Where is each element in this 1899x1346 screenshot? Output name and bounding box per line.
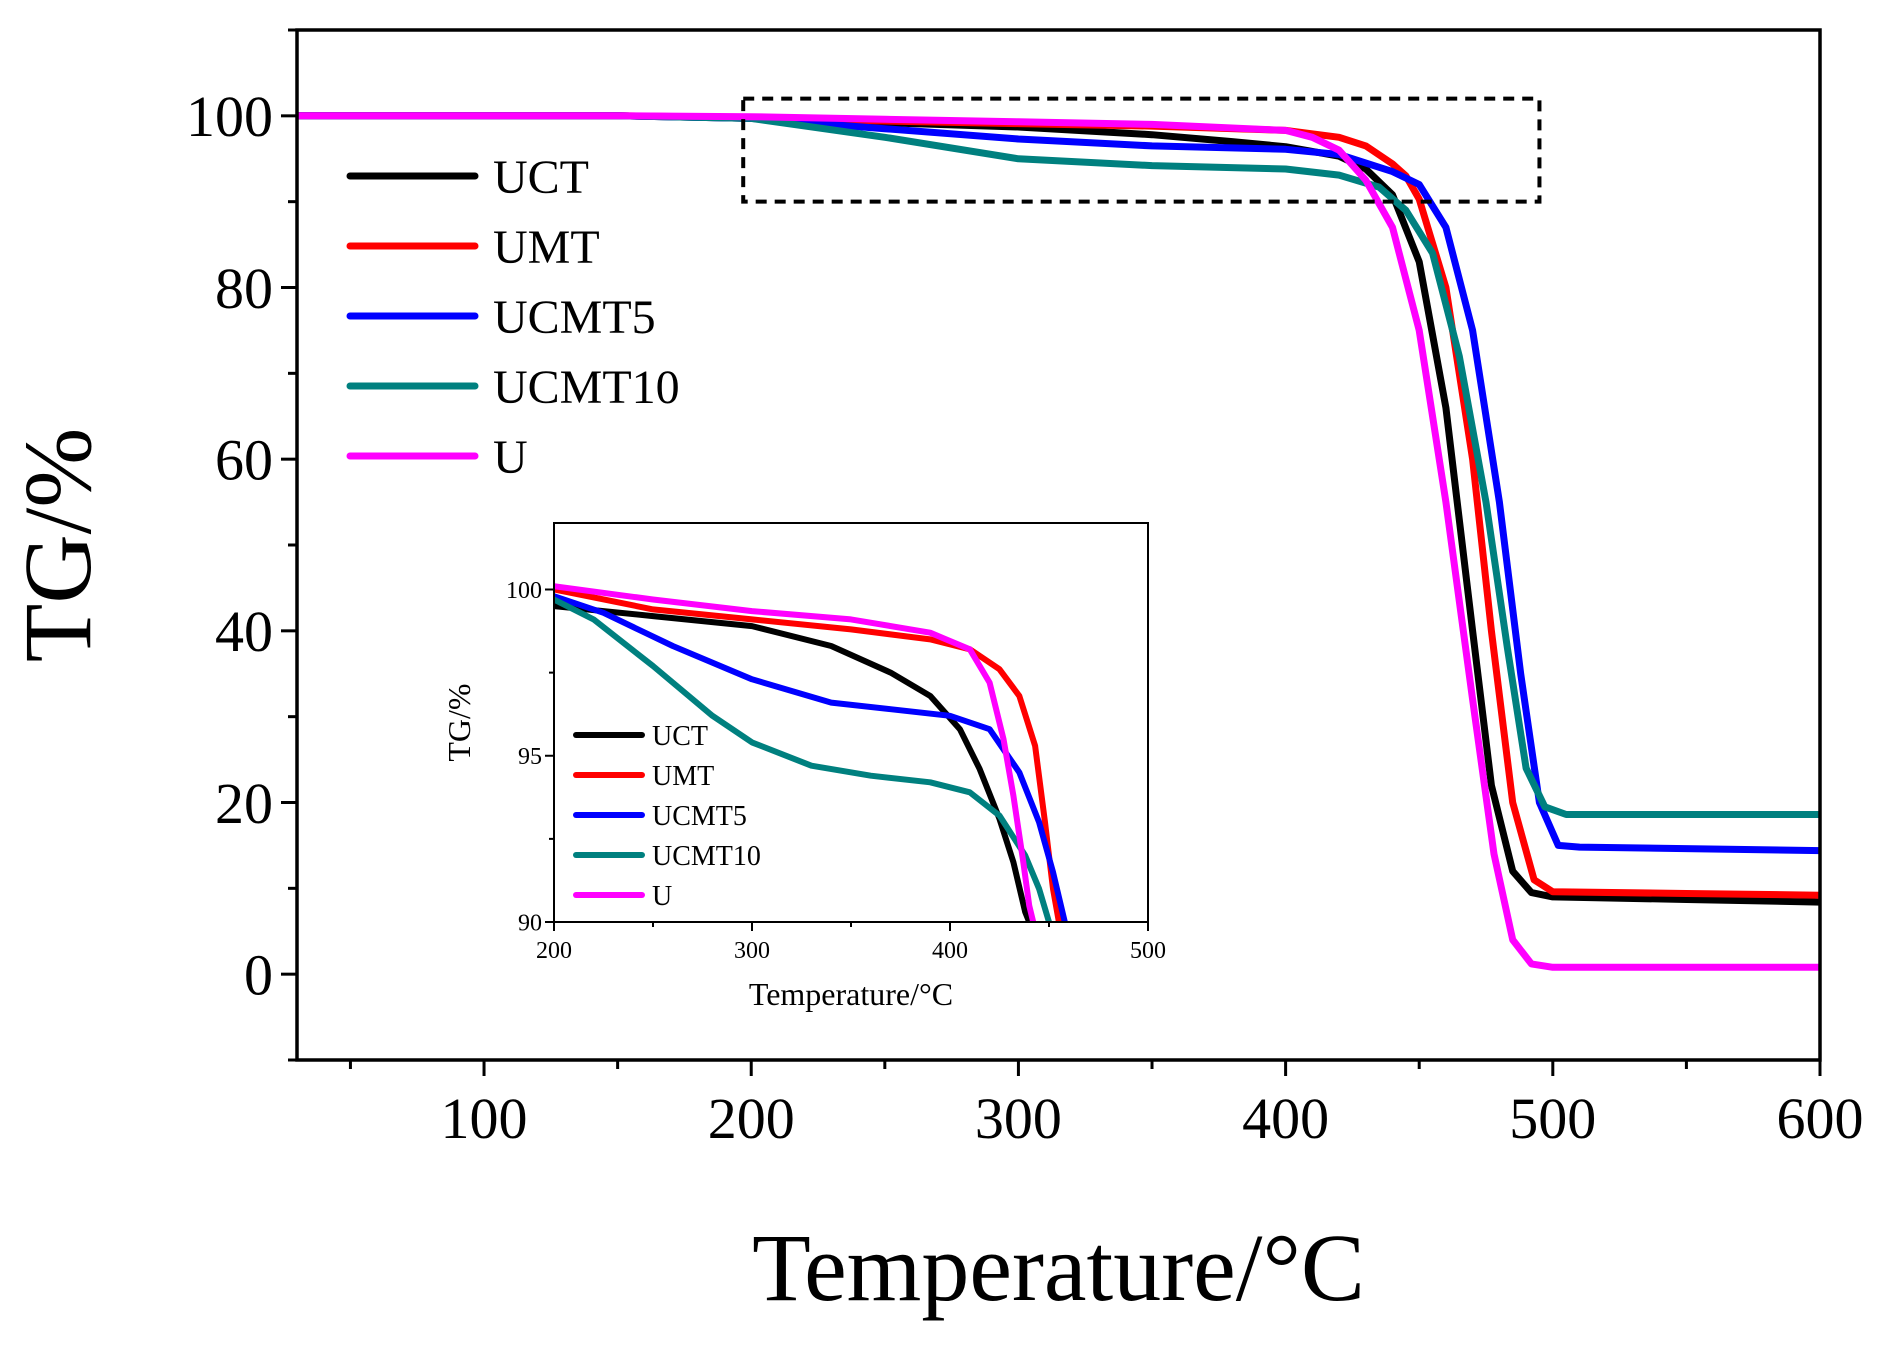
y-tick-label: 0 bbox=[244, 942, 273, 1007]
legend-label: U bbox=[652, 881, 672, 912]
legend-label: UCMT10 bbox=[493, 361, 680, 414]
x-tick-label: 100 bbox=[441, 1086, 528, 1151]
legend-label: UCMT5 bbox=[652, 801, 747, 832]
legend-label: UCT bbox=[493, 151, 589, 204]
series-lines bbox=[297, 112, 1820, 971]
legend: UCT UMT UCMT5 UCMT10 U bbox=[346, 151, 680, 484]
series-line-umt bbox=[554, 586, 1062, 922]
x-tick-label: 500 bbox=[1509, 1086, 1596, 1151]
x-tick-label: 200 bbox=[536, 938, 572, 964]
y-axis-title: TG/% bbox=[4, 428, 111, 663]
y-tick-label: 95 bbox=[518, 744, 542, 770]
series-line-u bbox=[554, 583, 1037, 922]
legend-label: UCT bbox=[652, 721, 708, 752]
legend-label: UMT bbox=[652, 761, 714, 792]
legend-label: UMT bbox=[493, 221, 600, 274]
y-tick-label: 100 bbox=[186, 84, 273, 149]
series-line-u bbox=[297, 112, 1820, 971]
series-lines bbox=[554, 583, 1068, 922]
legend-label: UCMT5 bbox=[493, 291, 656, 344]
y-tick-label: 80 bbox=[215, 256, 273, 321]
y-tick-label: 60 bbox=[215, 427, 273, 492]
y-tick-label: 100 bbox=[506, 578, 542, 604]
legend-label: UCMT10 bbox=[652, 841, 761, 872]
y-tick-label: 20 bbox=[215, 771, 273, 836]
zoom-box bbox=[741, 96, 1542, 204]
inset-plot: 200 300 400 500 90 95 100 Temperature/°C TG/% UCT… bbox=[441, 522, 1166, 1012]
x-tick-label: 600 bbox=[1777, 1086, 1864, 1151]
y-axis-title: TG/% bbox=[441, 683, 477, 761]
y-tick-label: 40 bbox=[215, 599, 273, 664]
y-tick-label: 90 bbox=[518, 910, 542, 936]
main-plot: 100 200 300 400 500 600 0 20 40 60 80 100 Temperatur… bbox=[4, 28, 1864, 1321]
x-tick-label: 200 bbox=[708, 1086, 795, 1151]
x-tick-label: 400 bbox=[1242, 1086, 1329, 1151]
x-axis-title: Temperature/°C bbox=[749, 976, 953, 1012]
legend-label: U bbox=[493, 431, 528, 484]
series-line-ucmt5 bbox=[554, 593, 1068, 922]
x-tick-label: 500 bbox=[1130, 938, 1166, 964]
x-tick-label: 300 bbox=[734, 938, 770, 964]
legend: UCT UMT UCMT5 UCMT10 U bbox=[573, 721, 761, 912]
x-tick-label: 300 bbox=[975, 1086, 1062, 1151]
inset-background bbox=[554, 523, 1148, 922]
x-axis-title: Temperature/°C bbox=[752, 1214, 1365, 1321]
x-tick-label: 400 bbox=[932, 938, 968, 964]
